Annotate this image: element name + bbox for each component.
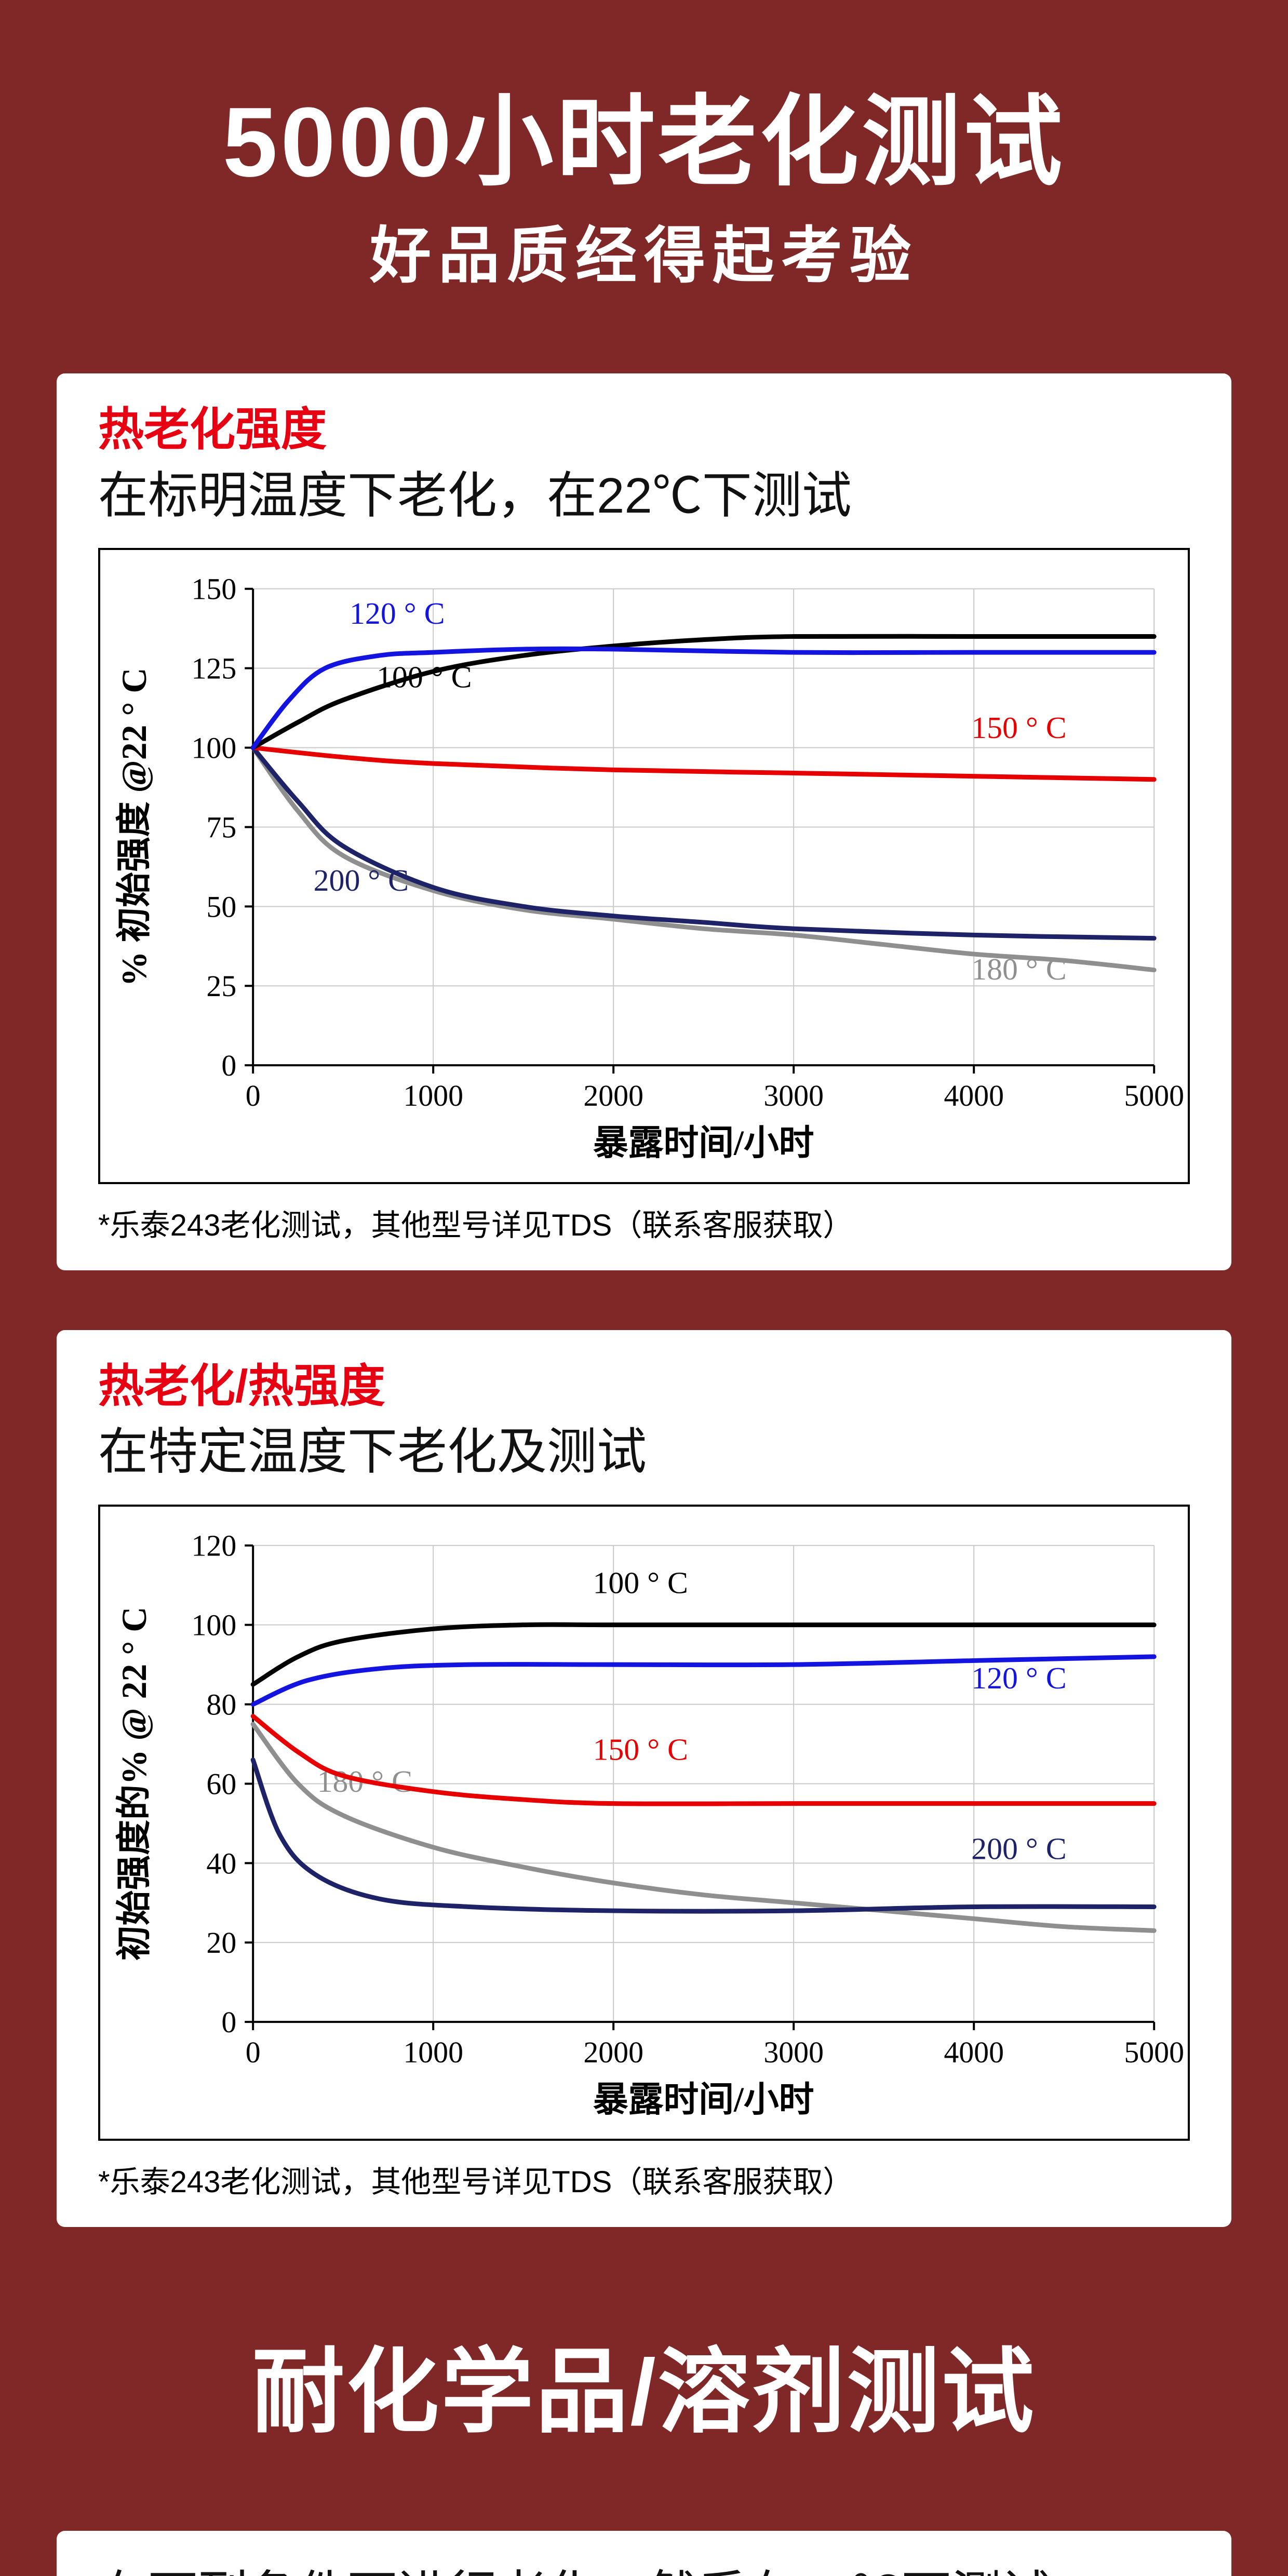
- svg-text:4000: 4000: [944, 2035, 1004, 2069]
- svg-text:50: 50: [206, 890, 236, 923]
- svg-text:0: 0: [246, 1079, 261, 1112]
- thermal-aging-strength-card: 热老化强度 在标明温度下老化，在22℃下测试 0 1000 2000 3000 4000…: [57, 373, 1231, 1270]
- card1-title: 热老化强度: [98, 403, 327, 455]
- svg-text:0: 0: [221, 2005, 236, 2039]
- svg-text:80: 80: [206, 1688, 236, 1722]
- svg-text:200 ° C: 200 ° C: [971, 1832, 1066, 1866]
- chemical-resistance-text: 在下列条件下进行老化，然后在22℃下测试: [98, 2567, 1190, 2576]
- svg-text:100: 100: [192, 1608, 237, 1642]
- svg-text:100 ° C: 100 ° C: [593, 1566, 688, 1600]
- svg-text:75: 75: [206, 811, 236, 844]
- card2-title: 热老化/热强度: [98, 1360, 385, 1412]
- svg-text:120 ° C: 120 ° C: [971, 1661, 1066, 1695]
- svg-text:暴露时间/小时: 暴露时间/小时: [593, 1124, 814, 1163]
- hot-strength-chart: 0 1000 2000 3000 4000 5000 0 20 40 60 80 100 120 180 …: [98, 1505, 1190, 2141]
- svg-text:150 ° C: 150 ° C: [593, 1733, 688, 1767]
- card1-subtitle: 在标明温度下老化，在22℃下测试: [98, 467, 852, 524]
- svg-text:100: 100: [192, 731, 237, 765]
- hot-strength-card: 热老化/热强度 在特定温度下老化及测试 0 1000 2000 3000 4000 500…: [57, 1330, 1231, 2227]
- svg-text:1000: 1000: [403, 2035, 463, 2069]
- svg-text:60: 60: [206, 1767, 236, 1801]
- card1-footnote: *乐泰243老化测试，其他型号详见TDS（联系客服获取）: [98, 1208, 853, 1242]
- svg-text:200 ° C: 200 ° C: [314, 863, 409, 897]
- svg-text:4000: 4000: [944, 1079, 1004, 1112]
- hero-subtitle: 好品质经得起考验: [369, 222, 918, 290]
- svg-text:5000: 5000: [1124, 1079, 1184, 1112]
- hero-section: 5000小时老化测试 好品质经得起考验: [0, 0, 1288, 290]
- thermal-aging-strength-chart: 0 1000 2000 3000 4000 5000 0 25 50 75 100 125 150 180…: [98, 548, 1190, 1184]
- card2-footnote: *乐泰243老化测试，其他型号详见TDS（联系客服获取）: [98, 2165, 853, 2199]
- svg-text:40: 40: [206, 1846, 236, 1880]
- chemical-resistance-title: 耐化学品/溶剂测试: [252, 2340, 1036, 2444]
- svg-text:2000: 2000: [583, 2035, 643, 2069]
- svg-text:180 ° C: 180 ° C: [971, 952, 1066, 986]
- line-chart-svg: 0 1000 2000 3000 4000 5000020406080100120180 …: [115, 1529, 1184, 2119]
- svg-text:150 ° C: 150 ° C: [971, 710, 1066, 745]
- svg-text:3000: 3000: [763, 2035, 824, 2069]
- svg-text:初始强度的% @ 22 ° C: 初始强度的% @ 22 ° C: [115, 1607, 154, 1961]
- svg-text:125: 125: [192, 652, 237, 686]
- svg-text:100 ° C: 100 ° C: [377, 660, 472, 694]
- svg-text:0: 0: [246, 2035, 261, 2069]
- svg-text:25: 25: [206, 969, 236, 1003]
- svg-text:1000: 1000: [403, 1079, 463, 1112]
- svg-text:3000: 3000: [763, 1079, 824, 1112]
- svg-text:2000: 2000: [583, 1079, 643, 1112]
- line-chart-svg: 0 1000 2000 3000 4000 5000 0 25 50 75 100 125 150 180…: [115, 572, 1184, 1163]
- svg-text:暴露时间/小时: 暴露时间/小时: [593, 2081, 814, 2119]
- svg-text:5000: 5000: [1124, 2035, 1184, 2069]
- svg-text:20: 20: [206, 1926, 236, 1960]
- svg-text:% 初始强度 @22 ° C: % 初始强度 @22 ° C: [115, 668, 154, 987]
- svg-text:0: 0: [221, 1049, 236, 1082]
- svg-text:150: 150: [192, 572, 237, 606]
- card2-subtitle: 在特定温度下老化及测试: [98, 1424, 647, 1480]
- svg-text:120 ° C: 120 ° C: [350, 596, 445, 630]
- hero-title: 5000小时老化测试: [222, 87, 1066, 197]
- svg-text:120: 120: [192, 1529, 237, 1563]
- chemical-resistance-card: 在下列条件下进行老化，然后在22℃下测试: [57, 2531, 1231, 2576]
